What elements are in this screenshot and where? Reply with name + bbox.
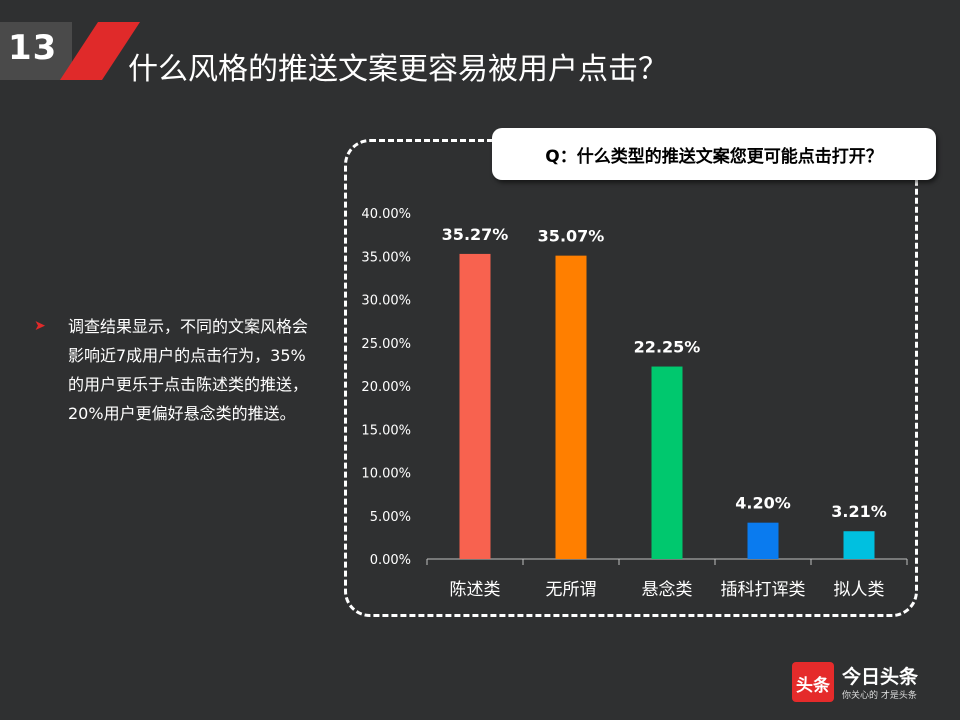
y-tick-label: 5.00% bbox=[370, 510, 411, 525]
bar-2 bbox=[555, 255, 587, 559]
y-tick-label: 25.00% bbox=[361, 337, 411, 352]
slide-number: 13 bbox=[8, 28, 58, 68]
page-title: 什么风格的推送文案更容易被用户点击？ bbox=[128, 52, 668, 87]
y-tick-label: 30.00% bbox=[361, 294, 411, 309]
y-tick-label: 0.00% bbox=[370, 553, 411, 568]
x-category-label: 无所谓 bbox=[546, 580, 597, 600]
x-category-label: 插科打诨类 bbox=[721, 580, 806, 600]
y-tick-label: 40.00% bbox=[361, 207, 411, 222]
bullet-arrow-icon: ➤ bbox=[34, 318, 46, 334]
bar-1 bbox=[459, 253, 491, 560]
x-category-label: 陈述类 bbox=[450, 580, 501, 600]
slide-number-badge bbox=[0, 22, 72, 80]
y-tick-label: 20.00% bbox=[361, 380, 411, 395]
logo-box: 头条 bbox=[792, 662, 834, 702]
question-box: Q：什么类型的推送文案您更可能点击打开？ bbox=[492, 128, 936, 180]
x-category-label: 悬念类 bbox=[642, 579, 693, 600]
logo-name: 今日头条 bbox=[842, 666, 919, 688]
toutiao-logo: 头条 今日头条 你关心的 才是头条 bbox=[792, 660, 922, 704]
x-category-label: 拟人类 bbox=[834, 580, 885, 600]
logo-slogan: 你关心的 才是头条 bbox=[842, 691, 917, 701]
bar-4 bbox=[747, 522, 779, 559]
bar-3 bbox=[651, 366, 683, 559]
bullet-text: 调查结果显示，不同的文案风格会影响近7成用户的点击行为，35%的用户更乐于点击陈… bbox=[68, 317, 309, 423]
logo-box-text: 头条 bbox=[796, 676, 830, 696]
data-label: 35.07% bbox=[538, 227, 605, 246]
y-tick-label: 35.00% bbox=[361, 250, 411, 265]
y-tick-label: 10.00% bbox=[361, 467, 411, 482]
bar-chart: 0.00% 5.00% 10.00% 15.00% 20.00% 25.00% 30.00%… bbox=[361, 207, 908, 600]
data-label: 35.27% bbox=[442, 225, 509, 244]
y-tick-label: 15.00% bbox=[361, 423, 411, 438]
data-label: 4.20% bbox=[735, 494, 791, 513]
data-label: 3.21% bbox=[831, 502, 887, 521]
red-stripe-decoration bbox=[60, 22, 140, 80]
data-label: 22.25% bbox=[634, 338, 701, 357]
bar-5 bbox=[843, 531, 875, 559]
question-text: Q：什么类型的推送文案您更可能点击打开？ bbox=[545, 147, 883, 167]
